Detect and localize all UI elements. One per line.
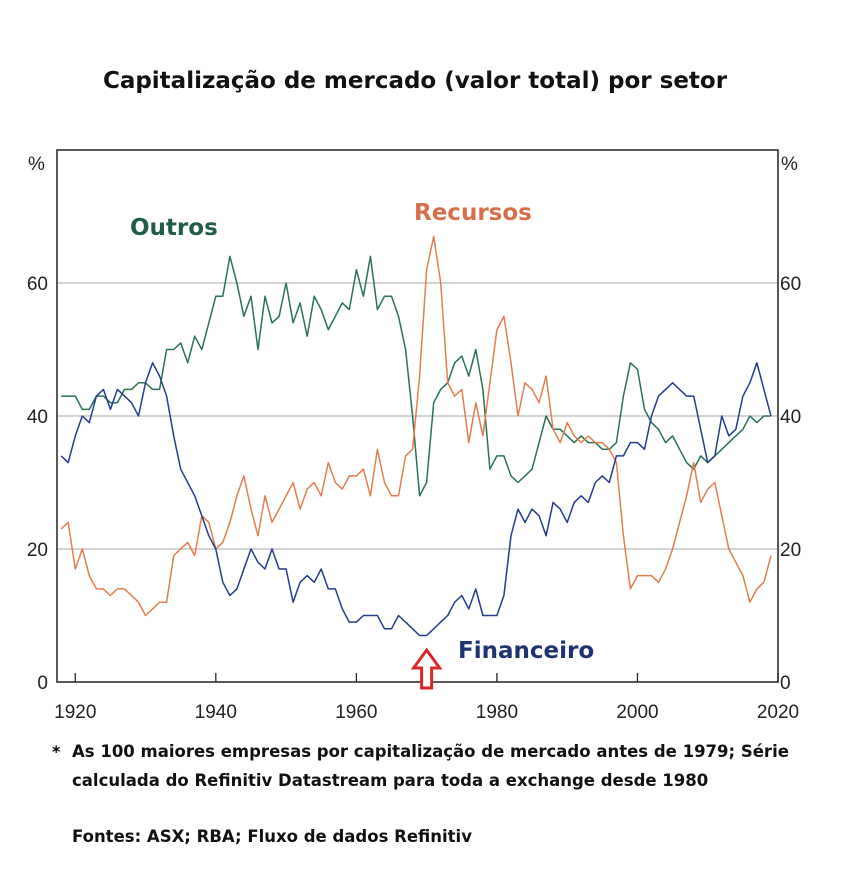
series-label-financeiro: Financeiro <box>458 638 594 664</box>
series-line-outros <box>61 255 771 497</box>
y-axis-unit-right: % <box>781 154 798 175</box>
y-tick-label-right: 40 <box>780 407 801 428</box>
footnote-line-1: As 100 maiores empresas por capitalizaçã… <box>72 742 789 761</box>
series-line-recursos <box>60 235 772 617</box>
sources-note: Fontes: ASX; RBA; Fluxo de dados Refinit… <box>72 827 472 846</box>
series-label-recursos: Recursos <box>414 200 532 226</box>
y-tick-label-left: 20 <box>27 540 48 561</box>
y-axis-unit-left: % <box>28 154 45 175</box>
x-tick-label: 2020 <box>757 702 799 723</box>
series-line-financeiro <box>60 362 772 637</box>
y-tick-label-right: 0 <box>780 673 791 694</box>
x-tick-label: 1920 <box>54 702 96 723</box>
x-tick-label: 1960 <box>335 702 377 723</box>
plot-frame <box>56 149 779 683</box>
x-tick-label: 1940 <box>195 702 237 723</box>
series-label-outros: Outros <box>130 215 218 241</box>
chart-title: Capitalização de mercado (valor total) p… <box>102 68 728 94</box>
y-tick-label-right: 20 <box>780 540 801 561</box>
footnote-marker: * <box>52 742 61 761</box>
y-tick-label-left: 40 <box>27 407 48 428</box>
x-tick-label: 1980 <box>476 702 518 723</box>
y-tick-label-right: 60 <box>780 274 801 295</box>
y-tick-label-left: 0 <box>37 673 48 694</box>
footnote-line-2: calculada do Refinitiv Datastream para t… <box>72 771 709 790</box>
x-tick-label: 2000 <box>616 702 658 723</box>
y-tick-label-left: 60 <box>27 274 48 295</box>
arrow-up-icon <box>410 647 443 690</box>
